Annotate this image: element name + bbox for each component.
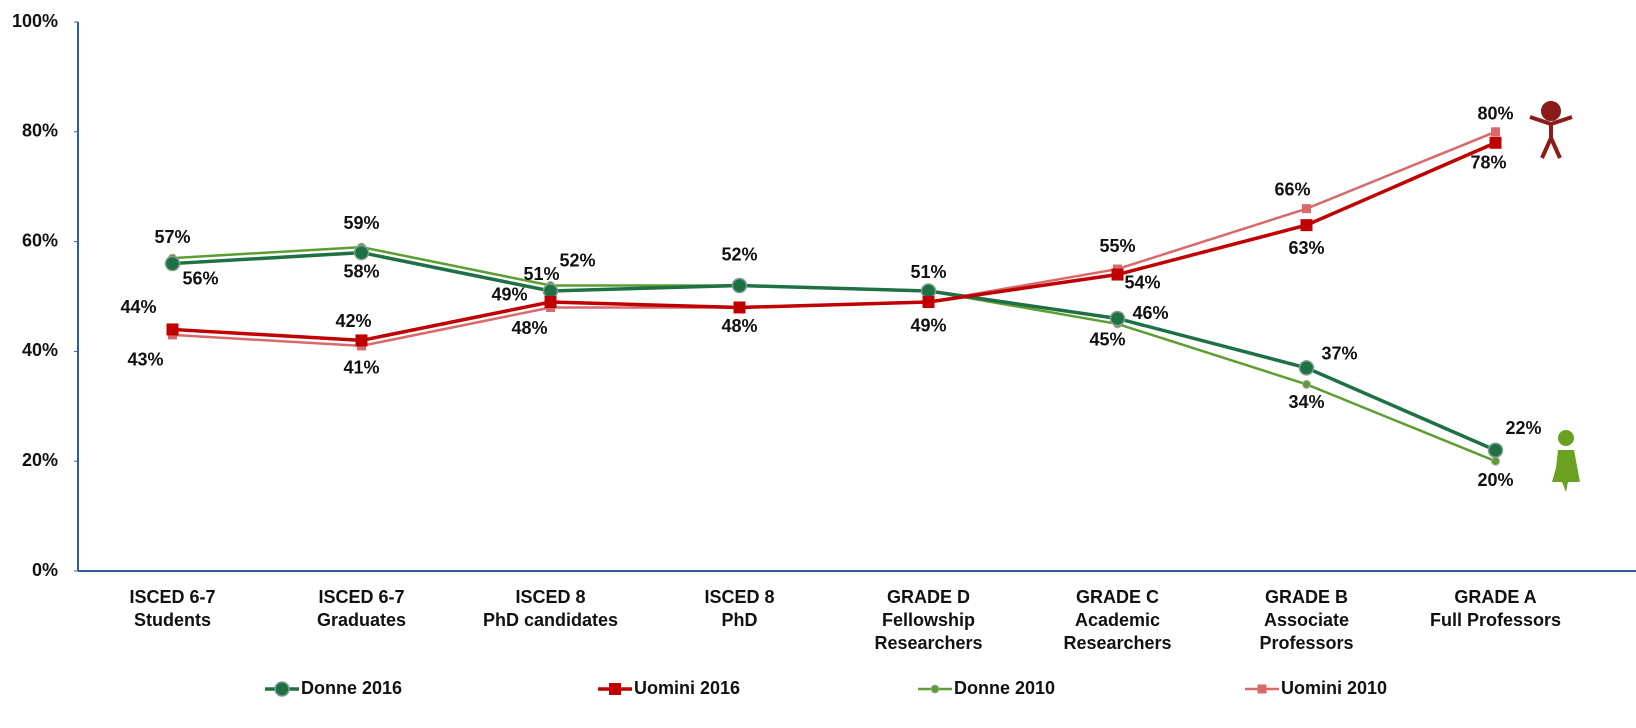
data-label: 48%	[721, 316, 757, 336]
x-tick-label: Researchers	[874, 633, 982, 653]
data-label: 37%	[1321, 344, 1357, 364]
data-label: 49%	[910, 316, 946, 336]
series-line	[172, 250, 1497, 452]
data-label: 51%	[910, 262, 946, 282]
data-point	[733, 301, 746, 314]
data-point	[166, 323, 179, 336]
data-label: 52%	[721, 244, 757, 264]
x-tick-label: PhD candidates	[483, 610, 618, 630]
data-point	[1487, 442, 1504, 458]
legend-marker	[274, 681, 290, 697]
data-label: 44%	[120, 297, 156, 317]
data-point	[1302, 204, 1311, 214]
x-tick-label: Full Professors	[1430, 610, 1561, 630]
x-tick-label: GRADE C	[1076, 587, 1159, 607]
data-point	[1491, 127, 1500, 137]
x-tick-label: Fellowship	[882, 610, 975, 630]
data-point	[353, 244, 370, 261]
legend-marker	[1257, 684, 1267, 694]
y-tick-label: 40%	[22, 340, 58, 360]
x-tick-label: ISCED 8	[704, 587, 774, 607]
data-point	[355, 334, 368, 347]
legend-label: Uomini 2010	[1281, 678, 1387, 698]
data-label: 54%	[1124, 272, 1160, 292]
female-icon	[1552, 430, 1580, 492]
legend-label: Donne 2016	[301, 678, 402, 698]
data-label: 45%	[1089, 330, 1125, 350]
y-tick-label: 20%	[22, 450, 58, 470]
data-label: 80%	[1477, 104, 1513, 124]
data-label: 22%	[1505, 418, 1541, 438]
data-label: 59%	[343, 213, 379, 233]
data-point	[1489, 136, 1502, 149]
data-label: 42%	[335, 311, 371, 331]
data-label: 57%	[154, 227, 190, 247]
x-tick-label: GRADE B	[1265, 587, 1348, 607]
data-label: 46%	[1132, 303, 1168, 323]
x-tick-label: Associate	[1264, 610, 1349, 630]
data-point	[542, 283, 559, 299]
x-tick-label: Graduates	[317, 610, 406, 630]
data-point	[731, 277, 748, 294]
data-label: 48%	[511, 318, 547, 338]
data-point	[922, 295, 935, 308]
y-tick-label: 80%	[22, 121, 58, 141]
x-tick-label: ISCED 6-7	[129, 587, 215, 607]
data-label: 63%	[1288, 238, 1324, 258]
data-point	[1109, 310, 1126, 327]
y-tick-label: 100%	[12, 11, 58, 31]
legend-marker	[930, 684, 940, 694]
data-point	[920, 283, 937, 299]
data-label: 20%	[1477, 470, 1513, 490]
data-label: 55%	[1099, 236, 1135, 256]
male-icon	[1529, 101, 1573, 159]
x-tick-label: Professors	[1259, 633, 1353, 653]
data-label: 58%	[343, 261, 379, 281]
data-label: 56%	[182, 268, 218, 288]
data-point	[544, 295, 557, 308]
x-tick-label: Researchers	[1063, 633, 1171, 653]
data-label: 52%	[559, 250, 595, 270]
data-point	[1302, 379, 1311, 389]
x-tick-label: Academic	[1075, 610, 1160, 630]
data-label: 78%	[1470, 153, 1506, 173]
x-tick-label: PhD	[722, 610, 758, 630]
x-tick-label: GRADE D	[887, 587, 970, 607]
data-point	[1111, 268, 1124, 281]
x-tick-label: ISCED 6-7	[318, 587, 404, 607]
data-label: 34%	[1288, 392, 1324, 412]
legend-label: Uomini 2016	[634, 678, 740, 698]
x-tick-label: Students	[134, 610, 211, 630]
data-point	[164, 255, 181, 272]
data-label: 51%	[523, 264, 559, 284]
series-line	[172, 141, 1497, 343]
x-tick-label: ISCED 8	[515, 587, 585, 607]
legend-label: Donne 2010	[954, 678, 1055, 698]
y-tick-label: 60%	[22, 230, 58, 250]
data-point	[1491, 456, 1500, 466]
data-point	[1300, 219, 1313, 232]
x-tick-label: GRADE A	[1454, 587, 1536, 607]
y-tick-label: 0%	[32, 560, 58, 580]
data-point	[1298, 360, 1315, 376]
data-label: 66%	[1274, 179, 1310, 199]
data-label: 43%	[127, 350, 163, 370]
data-label: 41%	[343, 358, 379, 378]
data-label: 49%	[491, 285, 527, 305]
legend-marker	[609, 683, 621, 695]
